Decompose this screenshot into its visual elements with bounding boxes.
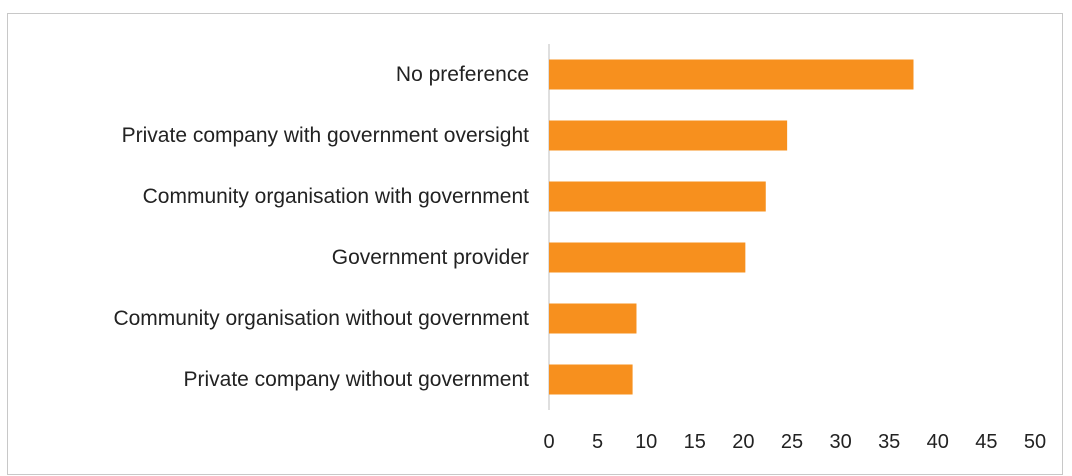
category-label: No preference [396, 63, 529, 86]
bars-group [549, 59, 914, 395]
category-label: Community organisation without governmen… [113, 307, 529, 330]
x-tick-label: 20 [732, 431, 754, 453]
x-tick-label: 45 [975, 431, 997, 453]
bar [549, 120, 788, 151]
bar [549, 181, 766, 212]
bar [549, 242, 746, 273]
category-labels: No preference Private company with govern… [113, 63, 529, 391]
x-tick-label: 30 [829, 431, 851, 453]
bar [549, 303, 637, 334]
category-label: Private company without government [183, 368, 529, 391]
x-tick-label: 10 [635, 431, 657, 453]
category-label: Private company with government oversigh… [122, 124, 530, 147]
x-tick-label: 15 [684, 431, 706, 453]
x-tick-label: 40 [927, 431, 949, 453]
x-tick-label: 25 [781, 431, 803, 453]
bar [549, 364, 633, 395]
x-tick-label: 0 [543, 431, 554, 453]
x-tick-label: 50 [1024, 431, 1046, 453]
x-tick-labels: 0 5 10 15 20 25 30 35 40 45 50 [543, 431, 1046, 453]
category-label: Community organisation with government [143, 185, 530, 208]
x-tick-label: 35 [878, 431, 900, 453]
category-label: Government provider [332, 246, 529, 269]
x-tick-label: 5 [592, 431, 603, 453]
bar [549, 59, 914, 90]
chart-frame [7, 13, 1063, 475]
